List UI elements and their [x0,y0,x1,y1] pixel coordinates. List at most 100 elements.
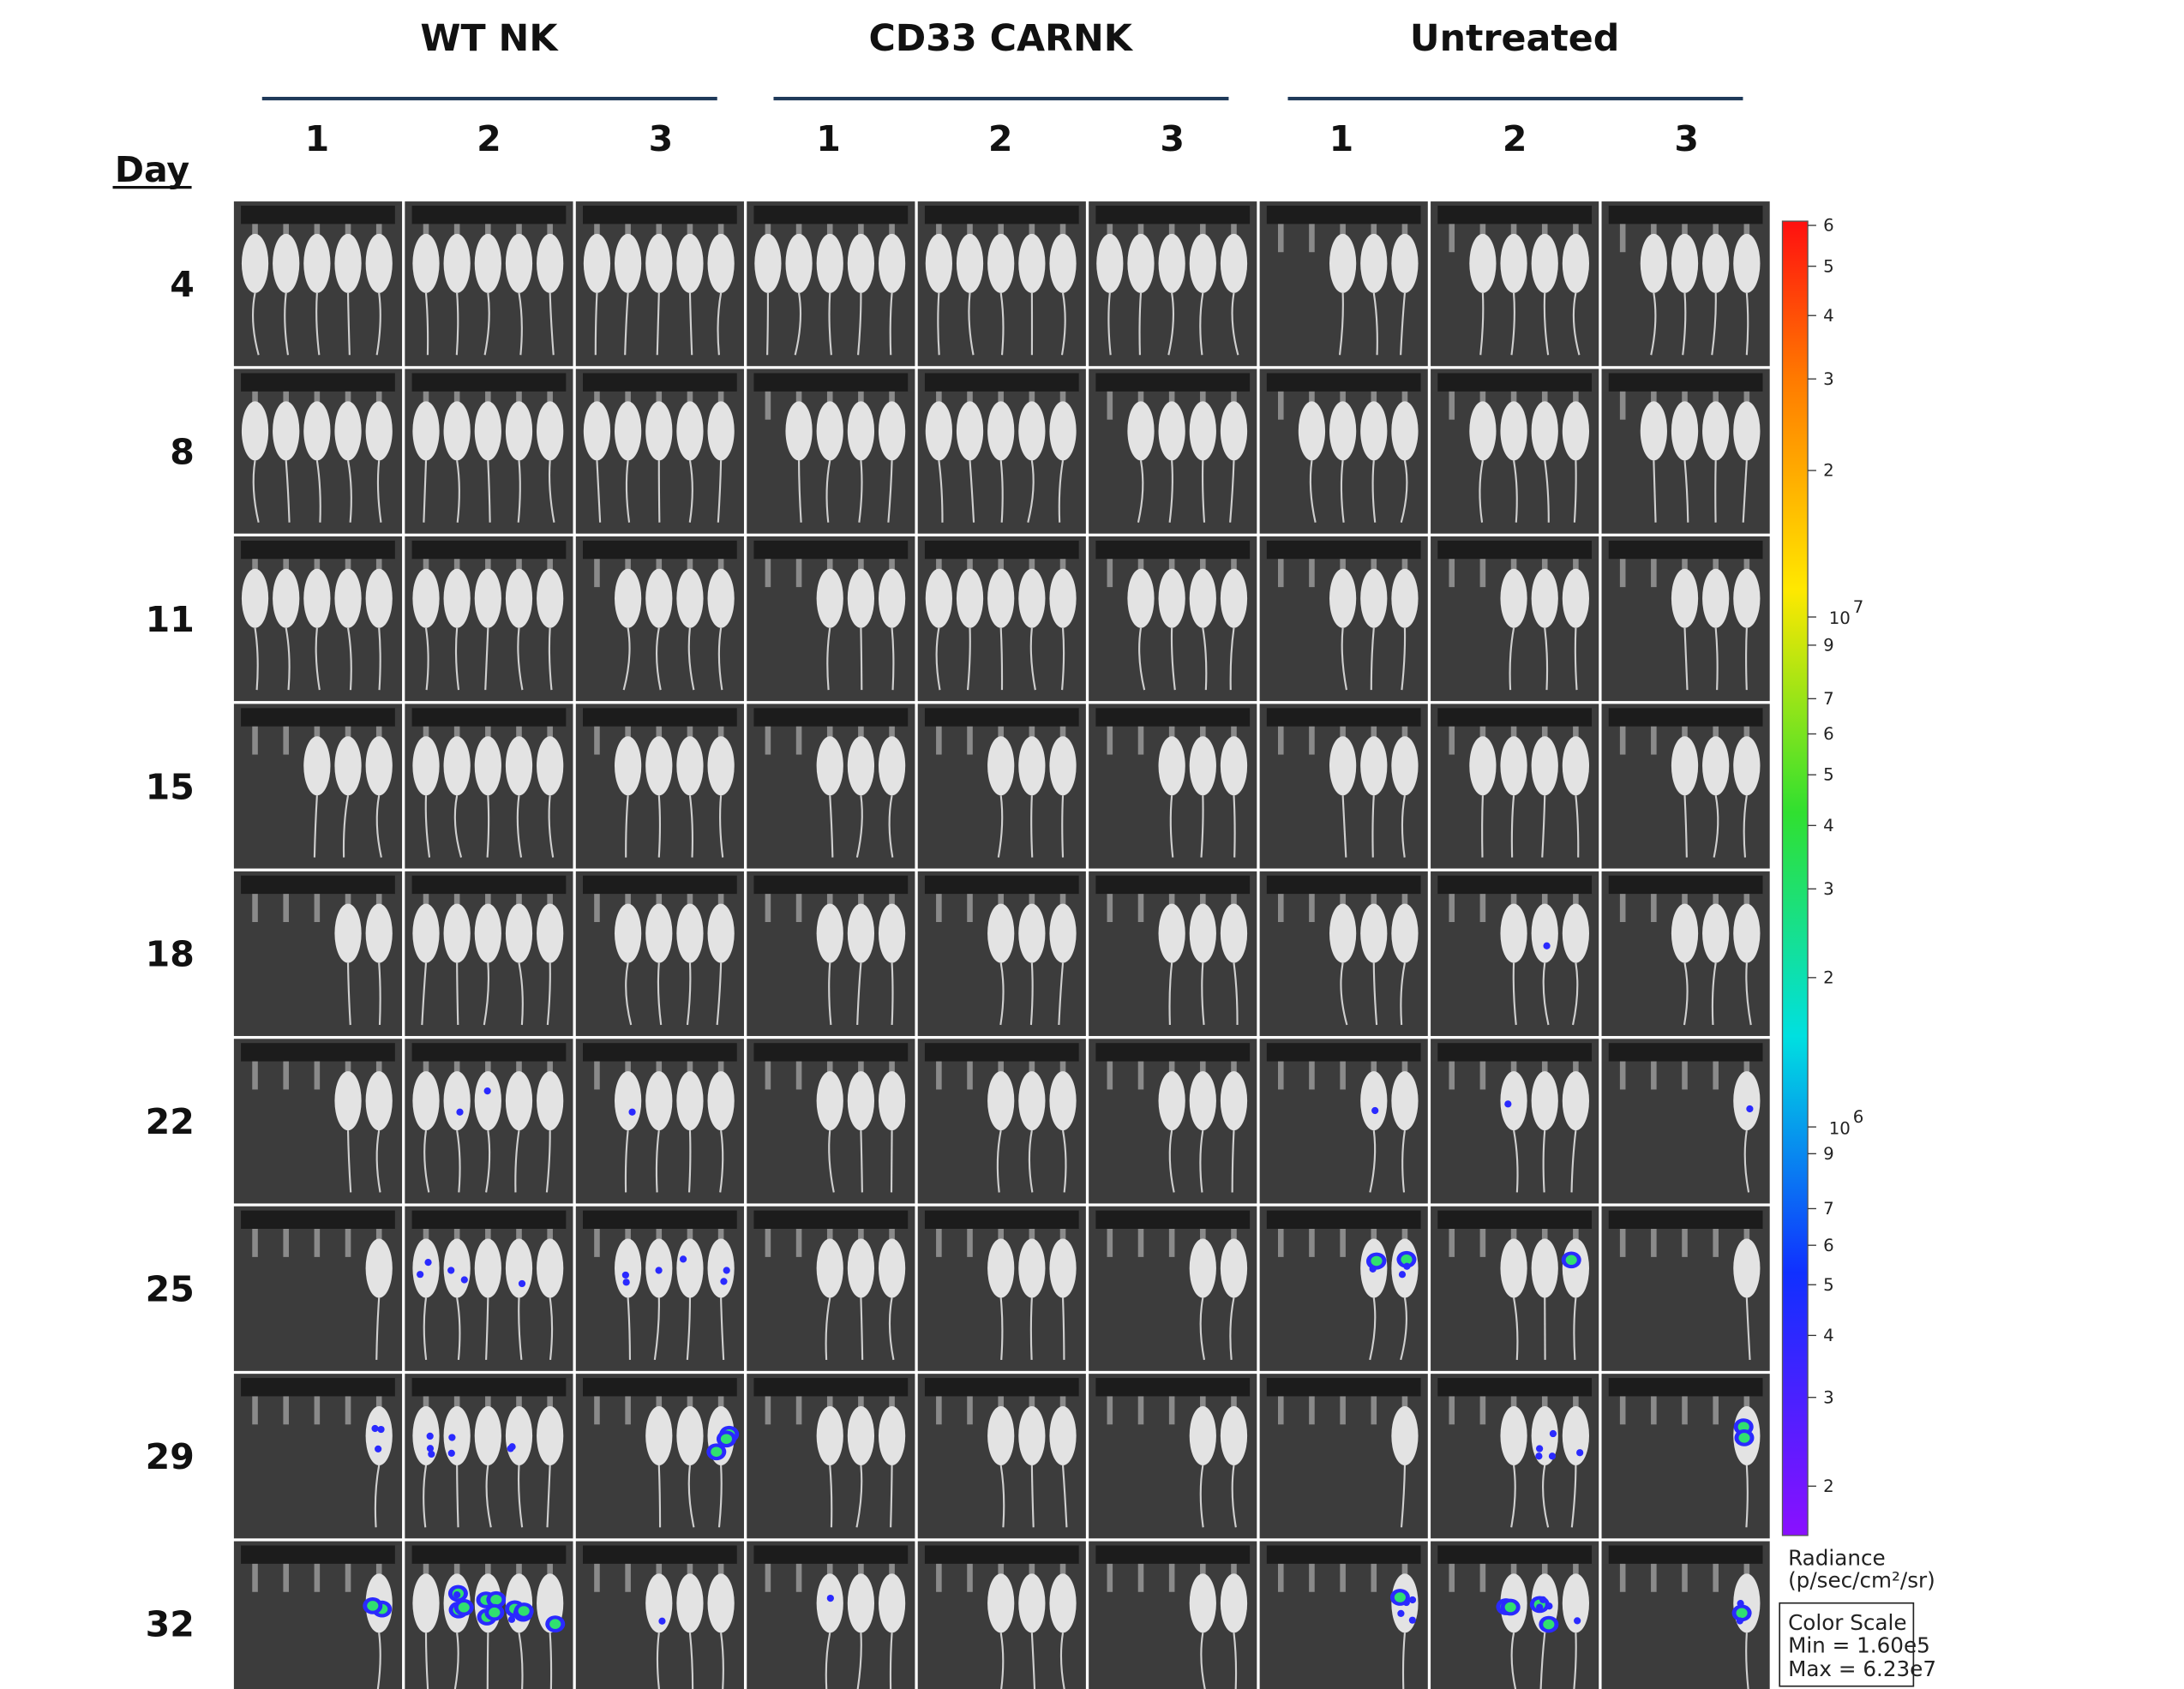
tail [423,1464,428,1528]
holder-bar [1437,875,1593,895]
holder-peg [1449,1396,1455,1425]
panel [405,1541,573,1689]
mouse [1531,1071,1558,1131]
tail [826,627,831,691]
tail [1573,460,1577,523]
tail [657,962,663,1026]
holder-bar [583,1378,737,1397]
holder-peg [594,1229,600,1257]
tail [484,627,489,691]
mouse [615,233,642,293]
tail [857,292,862,356]
tail [1513,1297,1519,1360]
holder-bar [1095,875,1251,895]
header: WT NK 1 2 3 CD33 CARNK 1 2 3 Untreated 1 2 3 Day 4 8 11… [112,17,1743,1644]
mouse [1220,1238,1248,1298]
mouse [1158,903,1185,963]
mouse [365,401,393,461]
holder-peg [795,726,802,755]
tail [889,292,893,356]
holder-bar [583,1043,737,1062]
holder-peg [936,1563,942,1592]
tail [1029,627,1036,691]
holder-bar [1095,1043,1251,1062]
panel [1259,1206,1428,1371]
day-number: 25 [146,1269,195,1310]
holder-peg [1682,1229,1688,1257]
tail [1544,460,1550,523]
mouse [474,1405,501,1465]
mouse [987,736,1015,796]
mouse [707,1573,735,1633]
signal [507,1445,514,1452]
mouse [676,568,704,628]
holder-peg [283,1061,289,1090]
mouse [505,568,533,628]
holder-bar [411,1210,567,1230]
tail [1745,627,1748,691]
tail [1058,962,1065,1026]
day-number: 8 [170,431,195,472]
holder-bar [241,875,395,895]
tail [1575,795,1580,858]
panel [1259,1039,1428,1204]
holder-peg [795,1396,802,1425]
mouse [987,1238,1015,1298]
mouse [645,401,673,461]
mouse [615,1238,642,1298]
group-label: CD33 CARNK [868,17,1133,60]
tail [1231,292,1239,356]
mouse [1640,401,1667,461]
tail [1510,1464,1516,1528]
holder-peg [1137,726,1144,755]
tail [346,627,352,691]
holder-peg [1651,1396,1657,1425]
mouse [1049,233,1077,293]
mouse [1158,401,1185,461]
mouse [615,401,642,461]
mouse [334,401,362,461]
panel [233,704,403,869]
mouse [1189,1573,1216,1633]
tail [1400,1297,1407,1361]
tail [1370,627,1375,691]
signal [417,1271,424,1279]
tail [1229,460,1235,523]
tail [829,1464,833,1528]
mouse [645,233,673,293]
radiance-unit: (p/sec/cm²/sr) [1788,1568,1935,1593]
mouse [474,1238,501,1298]
panel [233,1039,403,1204]
scale-tick-label: 9 [1823,1144,1834,1164]
tail [1713,795,1719,858]
scale-tick-label: 2 [1823,967,1834,987]
tail [1229,627,1235,691]
tail [1542,1130,1546,1193]
tail [1479,292,1485,356]
mouse [1391,233,1419,293]
mouse [1500,1071,1527,1131]
holder-bar [241,1545,395,1564]
holder-peg [1479,894,1486,923]
mouse [505,903,533,963]
tail [1742,460,1748,523]
tail [717,1464,723,1528]
holder-bar [1437,708,1593,727]
mouse [847,1071,875,1131]
holder-peg [765,1396,771,1425]
holder-bar [241,1378,395,1397]
tail [653,1297,660,1361]
mouse [816,568,843,628]
tail [1683,962,1689,1026]
mouse [847,1238,875,1298]
tail [1170,627,1176,691]
mouse [878,1573,906,1633]
mouse [474,233,501,293]
mouse [816,903,843,963]
signal-core [711,1446,723,1457]
signal [1398,1271,1407,1279]
panel [747,1374,915,1539]
mouse [956,233,984,293]
holder-bar [924,875,1079,895]
holder-peg [1449,224,1455,253]
